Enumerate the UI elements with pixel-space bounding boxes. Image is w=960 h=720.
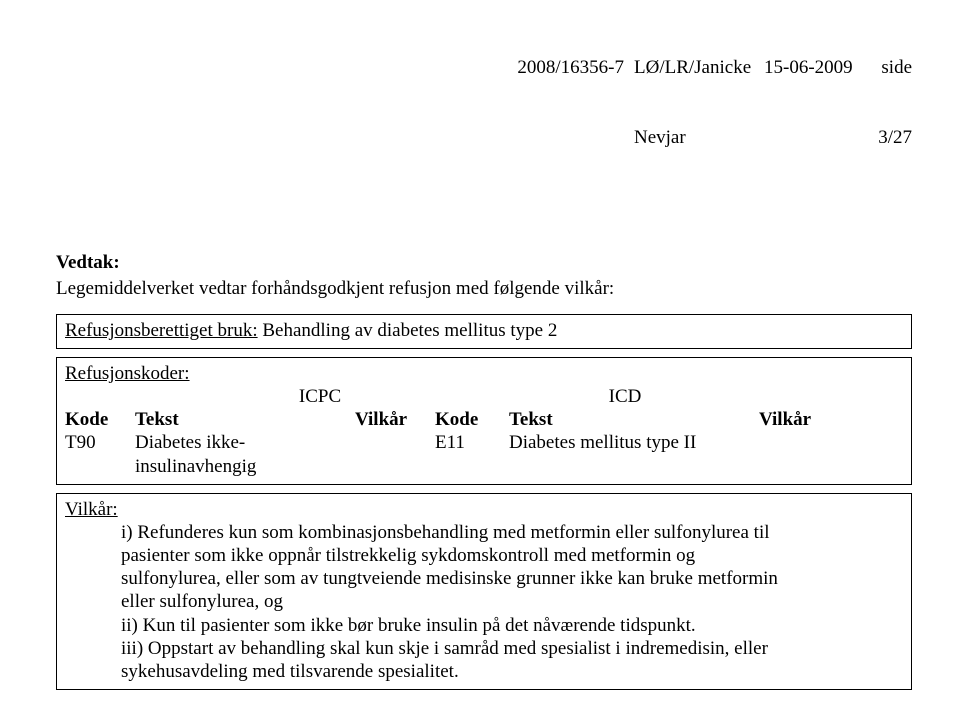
vilkaar-i-a: i) Refunderes kun som kombinasjonsbehand… xyxy=(121,521,903,544)
header-unit: LØ/LR/Janicke xyxy=(624,56,764,79)
header-empty1 xyxy=(474,126,624,149)
code-system-row: ICPC ICD xyxy=(65,385,903,408)
vilkaar-ii: ii) Kun til pasienter som ikke bør bruke… xyxy=(121,614,903,637)
box2-title: Refusjonskoder: xyxy=(65,362,903,385)
hdr-kode2: Kode xyxy=(435,408,509,431)
vilkaar-iii-a: iii) Oppstart av behandling skal kun skj… xyxy=(121,637,903,660)
vedtak-line: Legemiddelverket vedtar forhåndsgodkjent… xyxy=(56,277,912,300)
code-c1: T90 xyxy=(65,431,135,454)
hdr-vilkaar2: Vilkår xyxy=(759,408,829,431)
page-header: 2008/16356-7 LØ/LR/Janicke 15-06-2009 si… xyxy=(56,10,912,195)
document-page: 2008/16356-7 LØ/LR/Janicke 15-06-2009 si… xyxy=(0,0,960,720)
code-c3: E11 xyxy=(435,431,509,454)
vilkaar-i-c: sulfonylurea, eller som av tungtveiende … xyxy=(121,567,903,590)
code-data-row: T90 Diabetes ikke- E11 Diabetes mellitus… xyxy=(65,431,903,454)
hdr-kode1: Kode xyxy=(65,408,135,431)
code-header-row: Kode Tekst Vilkår Kode Tekst Vilkår xyxy=(65,408,903,431)
hdr-vilkaar1: Vilkår xyxy=(355,408,435,431)
vilkaar-iii-b: sykehusavdeling med tilsvarende spesiali… xyxy=(121,660,903,683)
hdr-tekst1: Tekst xyxy=(135,408,355,431)
box-refusjonsberettiget: Refusjonsberettiget bruk: Behandling av … xyxy=(56,314,912,349)
header-empty2 xyxy=(764,126,870,149)
hdr-tekst2: Tekst xyxy=(509,408,759,431)
icd-label: ICD xyxy=(565,385,685,408)
code-c4: Diabetes mellitus type II xyxy=(509,431,759,454)
box1-label: Refusjonsberettiget bruk: xyxy=(65,320,258,341)
header-ref: 2008/16356-7 xyxy=(474,56,624,79)
code-data-row2: insulinavhengig xyxy=(65,455,903,478)
box-refusjonskoder: Refusjonskoder: ICPC ICD Kode Tekst Vilk… xyxy=(56,357,912,485)
vedtak-title: Vedtak: xyxy=(56,251,912,274)
code-c2b: insulinavhengig xyxy=(135,455,355,478)
box1-text: Behandling av diabetes mellitus type 2 xyxy=(258,320,558,341)
code-c2a: Diabetes ikke- xyxy=(135,431,355,454)
header-pagenum: 3/27 xyxy=(870,126,912,149)
vilkaar-body: i) Refunderes kun som kombinasjonsbehand… xyxy=(65,521,903,683)
box3-title: Vilkår: xyxy=(65,498,903,521)
header-side-label: side xyxy=(870,56,912,79)
header-unit2: Nevjar xyxy=(624,126,764,149)
box-vilkaar: Vilkår: i) Refunderes kun som kombinasjo… xyxy=(56,493,912,690)
vilkaar-i-b: pasienter som ikke oppnår tilstrekkelig … xyxy=(121,544,903,567)
header-date: 15-06-2009 xyxy=(764,56,870,79)
vilkaar-i-d: eller sulfonylurea, og xyxy=(121,590,903,613)
icpc-label: ICPC xyxy=(205,385,435,408)
